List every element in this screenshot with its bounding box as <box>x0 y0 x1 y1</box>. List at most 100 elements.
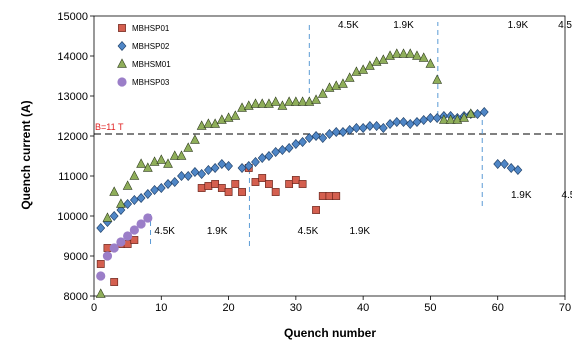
data-point-mbhsm01 <box>129 170 140 180</box>
data-point-mbhsp01 <box>204 182 213 190</box>
legend-marker-mbhsp01 <box>118 24 126 32</box>
data-point-mbhsp01 <box>271 188 280 196</box>
data-point-mbhsm01 <box>136 158 146 168</box>
data-point-mbhsp02 <box>338 127 348 137</box>
data-point-mbhsm01 <box>284 96 295 106</box>
data-point-mbhsm01 <box>142 162 153 172</box>
data-point-mbhsp02 <box>177 171 186 181</box>
data-point-mbhsp01 <box>312 206 320 214</box>
data-point-mbhsp01 <box>217 184 226 192</box>
data-point-mbhsp02 <box>365 121 375 131</box>
data-point-mbhsp02 <box>473 109 482 119</box>
data-point-mbhsm01 <box>149 156 160 166</box>
temperature-annotation: 4.5K <box>561 190 572 201</box>
data-point-mbhsp01 <box>258 174 267 182</box>
x-tick-label: 10 <box>155 302 167 314</box>
data-point-mbhsp03 <box>109 243 119 253</box>
data-point-mbhsp02 <box>500 159 509 169</box>
data-point-mbhsp02 <box>277 145 287 155</box>
data-point-mbhsp03 <box>136 219 146 229</box>
y-tick-label: 12000 <box>57 131 88 143</box>
data-point-mbhsm01 <box>163 158 173 168</box>
data-point-mbhsp01 <box>318 192 327 200</box>
x-tick-label: 70 <box>559 302 571 314</box>
data-point-mbhsp02 <box>203 165 213 175</box>
data-point-mbhsp02 <box>244 161 254 171</box>
temperature-annotation: 1.9K <box>508 20 529 31</box>
data-point-mbhsp02 <box>493 159 503 169</box>
data-point-mbhsm01 <box>391 48 402 58</box>
data-point-mbhsp02 <box>352 123 361 133</box>
temperature-annotation: 1.9K <box>349 226 370 237</box>
legend-label: MBHSP01 <box>132 24 170 33</box>
temperature-annotation: 1.9K <box>511 190 532 201</box>
data-point-mbhsp03 <box>123 231 133 241</box>
data-point-mbhsm01 <box>304 96 315 106</box>
data-point-mbhsp02 <box>217 159 227 169</box>
reference-line-label: B=11 T <box>95 122 124 132</box>
data-point-mbhsp01 <box>285 180 294 188</box>
x-axis-title: Quench number <box>284 326 376 340</box>
data-point-mbhsp02 <box>358 123 368 133</box>
data-point-mbhsp02 <box>96 223 106 233</box>
data-point-mbhsp01 <box>197 184 206 192</box>
data-point-mbhsp02 <box>345 125 355 135</box>
data-point-mbhsm01 <box>116 198 126 208</box>
data-point-mbhsm01 <box>257 98 268 108</box>
y-tick-label: 9000 <box>64 251 88 263</box>
data-point-mbhsp02 <box>405 119 415 129</box>
data-point-mbhsp01 <box>291 176 300 184</box>
data-point-mbhsp01 <box>325 192 334 200</box>
data-point-mbhsp03 <box>116 237 126 247</box>
y-tick-label: 10000 <box>57 211 88 223</box>
data-point-mbhsp02 <box>251 157 260 167</box>
y-tick-label: 11000 <box>58 171 88 183</box>
temperature-annotation: 4.5K <box>338 20 359 31</box>
legend: MBHSP01 MBHSP02 MBHSM01 MBHSP03 <box>117 24 171 87</box>
data-point-mbhsm01 <box>216 114 227 124</box>
legend-label: MBHSP02 <box>132 42 170 51</box>
data-point-mbhsm01 <box>183 142 194 152</box>
data-point-mbhsm01 <box>398 48 409 58</box>
data-point-mbhsm01 <box>264 98 274 108</box>
data-point-mbhsp01 <box>332 192 341 200</box>
data-point-mbhsp01 <box>231 180 240 188</box>
data-point-mbhsm01 <box>156 154 167 164</box>
data-point-mbhsm01 <box>190 134 200 144</box>
data-point-mbhsp02 <box>129 195 139 205</box>
data-point-mbhsp02 <box>392 117 402 127</box>
data-point-mbhsm01 <box>338 78 348 88</box>
data-point-mbhsm01 <box>290 96 301 106</box>
x-tick-label: 50 <box>424 302 436 314</box>
temperature-annotation: 1.9K <box>393 20 414 31</box>
data-point-mbhsp02 <box>325 129 334 139</box>
temperature-annotation: 4.5K <box>298 226 319 237</box>
data-point-mbhsp02 <box>506 163 516 173</box>
data-point-mbhsp02 <box>419 115 429 125</box>
data-point-mbhsp02 <box>136 193 146 203</box>
legend-marker-mbhsp02 <box>117 41 127 51</box>
data-point-mbhsm01 <box>465 108 476 118</box>
data-point-mbhsm01 <box>418 52 429 62</box>
data-point-mbhsp02 <box>163 179 173 189</box>
plot-frame <box>93 15 566 297</box>
data-point-mbhsp02 <box>298 137 307 147</box>
data-point-mbhsp02 <box>123 199 133 209</box>
data-point-mbhsp02 <box>224 161 233 171</box>
data-point-mbhsp01 <box>251 178 260 186</box>
data-point-mbhsp02 <box>372 121 382 131</box>
data-point-mbhsm01 <box>102 212 113 222</box>
data-point-mbhsp02 <box>479 107 489 117</box>
data-point-mbhsm01 <box>351 66 362 76</box>
data-point-mbhsp01 <box>298 180 307 188</box>
data-point-mbhsp02 <box>399 117 408 127</box>
data-point-mbhsp03 <box>129 225 139 235</box>
data-point-mbhsp02 <box>237 163 247 173</box>
y-axis-title: Quench current (A) <box>19 100 33 209</box>
data-point-mbhsp02 <box>197 169 207 179</box>
data-point-mbhsp02 <box>385 119 395 129</box>
data-point-mbhsp02 <box>210 163 220 173</box>
x-tick-label: 30 <box>290 302 302 314</box>
data-point-mbhsp03 <box>143 213 153 223</box>
